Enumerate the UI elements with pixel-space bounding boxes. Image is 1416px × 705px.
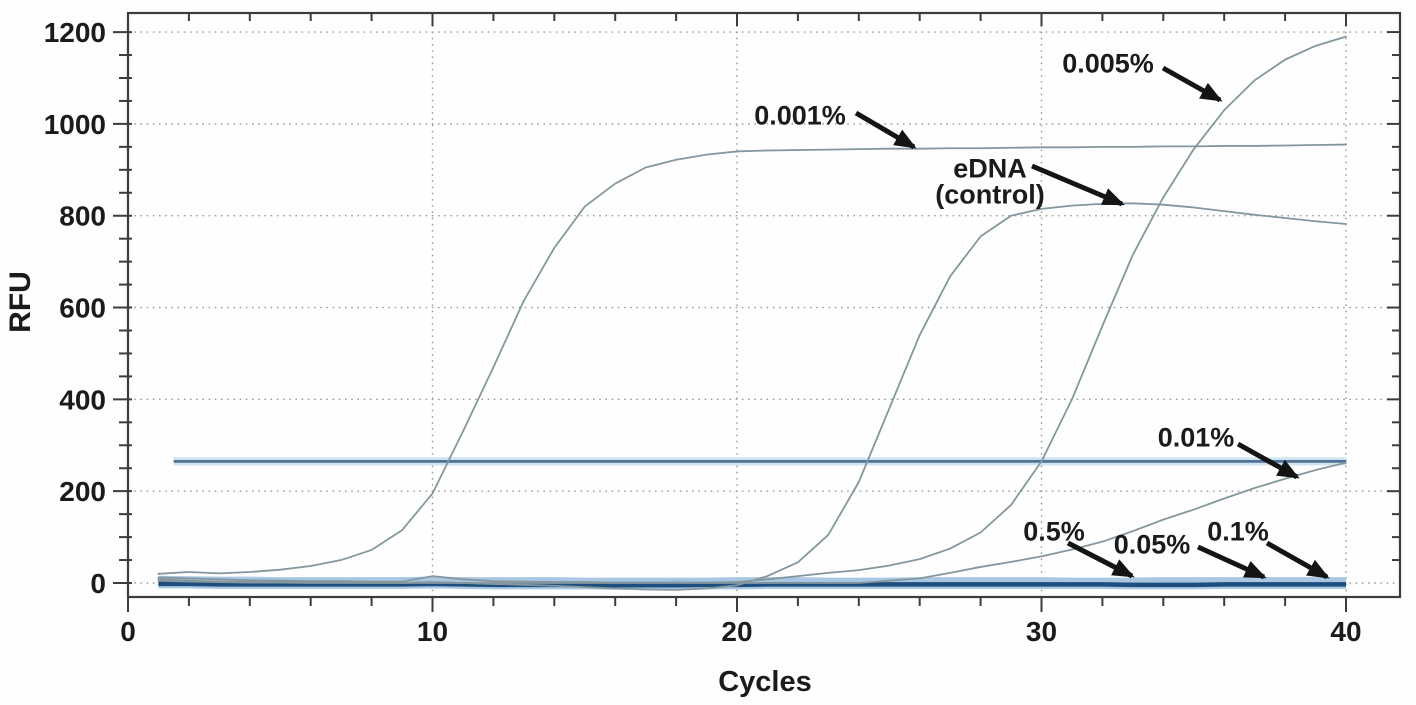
series-line-0.01% [157,461,1347,584]
x-tick-label-0: 0 [120,616,136,647]
series-line-0.005% [157,35,1347,584]
plot-border [126,11,1402,599]
x-tick-label-10: 10 [417,616,448,647]
annotation-label-eDNA (control)-line1: eDNA [953,154,1027,184]
annotation-arrow-0.1% [1265,540,1330,580]
annotation-arrow-0.5% [1066,540,1135,579]
annotation-arrow-0.001% [854,110,917,150]
annotation-label-0.5%-line1: 0.5% [1023,517,1085,547]
x-tick-label-40: 40 [1330,616,1361,647]
y-tick-label-400: 400 [59,384,106,415]
axes-border-layer [113,11,1402,612]
y-tick-label-800: 800 [59,201,106,232]
series-layer [157,35,1347,591]
y-tick-label-600: 600 [59,293,106,324]
y-axis-title: RFU [4,271,37,333]
series-line-0.001% [157,143,1347,575]
annotations-layer: 0.001% eDNA(control) 0.005% 0.01% 0.5% 0.05% 0… [754,49,1330,580]
annotation-label-0.005%-line1: 0.005% [1062,49,1154,79]
annotation-label-0.01%-line1: 0.01% [1158,423,1235,453]
y-tick-label-0: 0 [90,568,106,599]
annotation-label-eDNA (control)-line2: (control) [935,180,1044,210]
annotation-label-0.05%-line1: 0.05% [1114,530,1191,560]
axis-titles-layer: Cycles RFU [4,271,812,698]
x-axis-title: Cycles [718,666,812,698]
annotation-label-0.1%-line1: 0.1% [1207,517,1269,547]
y-tick-label-1000: 1000 [44,109,106,140]
annotation-arrow-eDNA (control) [1031,163,1125,207]
x-tick-label-20: 20 [721,616,752,647]
series-line-0.1% [158,581,1346,588]
annotation-arrow-0.005% [1161,65,1223,103]
y-tick-label-200: 200 [59,476,106,507]
annotation-arrow-0.01% [1236,441,1300,480]
annotation-arrow-0.05% [1196,544,1267,580]
annotation-label-0.001%-line1: 0.001% [754,101,846,131]
x-tick-label-30: 30 [1026,616,1057,647]
tick-labels-layer: 0 200 400 600 800 1000 1200 0 10 20 30 40 [44,17,1362,647]
y-tick-label-1200: 1200 [44,17,106,48]
